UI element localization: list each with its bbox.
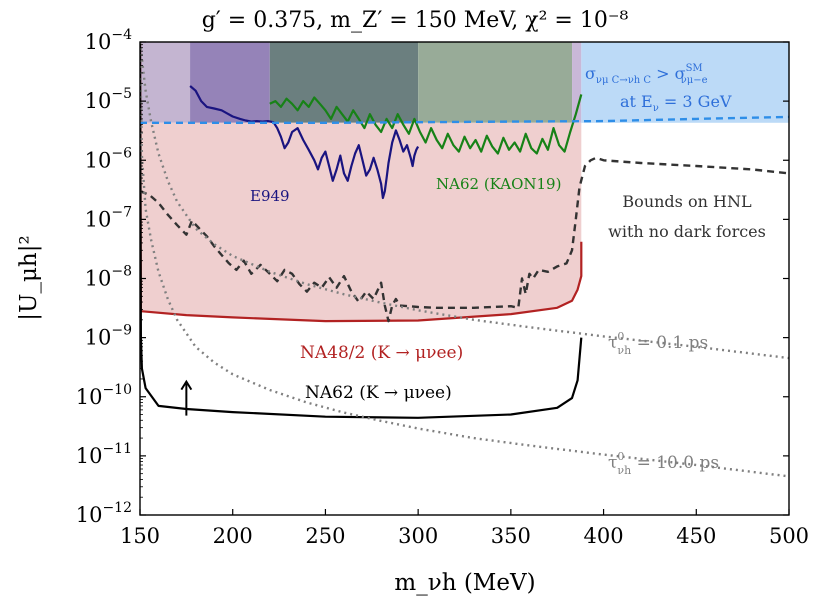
x-tick-label: 400 [584, 524, 624, 548]
na62-knuee-label: NA62 (K → μνee) [305, 383, 452, 403]
sigma-energy-annotation: at Eν = 3 GeV [620, 92, 732, 114]
region-band-slate [269, 42, 419, 123]
na62-kaon-label: NA62 (KAON19) [436, 175, 561, 193]
shaded-regions [140, 42, 789, 123]
y-tick-label: 10−6 [85, 145, 132, 172]
x-tick-label: 250 [305, 524, 345, 548]
series-lines [140, 42, 789, 478]
region-band-lilac [572, 42, 582, 123]
region-band-lavender [140, 42, 191, 123]
x-tick-label: 500 [769, 524, 809, 548]
y-axis-label: |U_μh|² [16, 235, 42, 320]
series-line-3 [269, 94, 583, 155]
tau-01-label: τ0 νh = 0.1 ps [608, 330, 708, 357]
x-tick-label: 300 [398, 524, 438, 548]
series-line-0 [140, 42, 583, 323]
y-tick-label: 10−5 [85, 86, 132, 113]
y-ticks: 10−12 10−11 10−10 10−9 10−8 10−7 10−6 10−5 10−4 [76, 27, 789, 527]
e949-label: E949 [250, 187, 290, 205]
x-axis-label: m_νh (MeV) [394, 570, 535, 596]
y-tick-label: 10−7 [85, 204, 132, 231]
y-tick-label: 10−10 [76, 382, 132, 409]
series-line-2 [189, 85, 420, 200]
x-tick-label: 350 [491, 524, 531, 548]
series-fill-0 [140, 42, 582, 322]
series-line-5 [140, 156, 789, 323]
na48-label: NA48/2 (K → μνee) [300, 343, 463, 363]
arrow-head [180, 379, 193, 391]
hnl-label-line1: Bounds on HNL [622, 192, 752, 211]
chart-title: g′ = 0.375, m_Z′ = 150 MeV, χ² = 10⁻⁸ [202, 8, 629, 33]
tau-10-label: τ0 νh = 10.0 ps [608, 450, 719, 477]
x-tick-label: 450 [676, 524, 716, 548]
x-ticks: 150 200 250 300 350 400 450 500 [120, 509, 809, 548]
y-tick-label: 10−11 [76, 441, 132, 468]
y-tick-label: 10−12 [76, 500, 132, 527]
arrow-layer [180, 379, 193, 416]
sigma-annotation: σνμ C→νh C > σSM νμ−e [585, 63, 708, 86]
region-band-purple [190, 42, 270, 123]
hnl-label-line2: with no dark forces [608, 222, 766, 241]
x-tick-label: 200 [213, 524, 253, 548]
series-line-4 [140, 115, 789, 125]
series-line-1 [140, 42, 583, 419]
region-band-sky [581, 42, 789, 123]
x-tick-label: 150 [120, 524, 160, 548]
y-tick-label: 10−4 [85, 27, 132, 54]
region-band-sage [418, 42, 573, 123]
y-tick-label: 10−8 [85, 264, 132, 291]
y-tick-label: 10−9 [85, 323, 132, 350]
